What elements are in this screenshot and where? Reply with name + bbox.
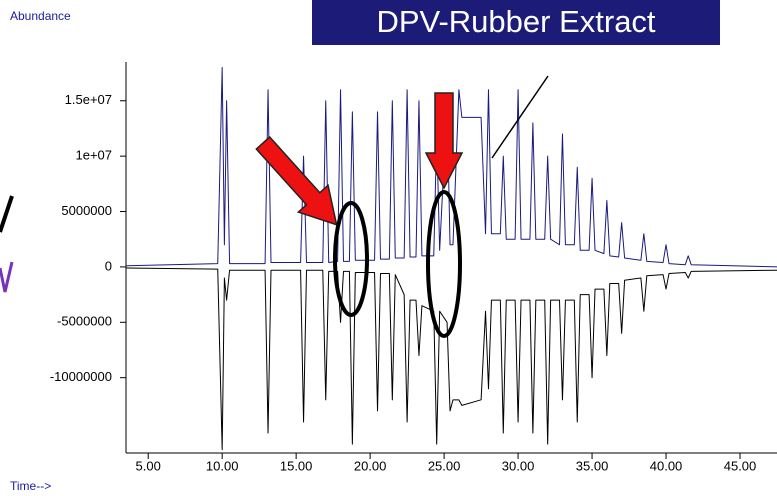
annotations xyxy=(0,75,549,338)
plot-area xyxy=(125,67,777,451)
y-tick-label: 1.5e+07 xyxy=(65,92,112,107)
arrow xyxy=(424,92,464,190)
y-tick-label: 1e+07 xyxy=(75,148,112,163)
x-tick-label: 5.00 xyxy=(136,458,161,473)
trace-line xyxy=(125,67,777,268)
y-axis-label: Abundance xyxy=(10,9,71,23)
y-tick-label: 0 xyxy=(105,258,112,273)
y-tick-label: 5000000 xyxy=(61,203,112,218)
chart-title: DPV-Rubber Extract xyxy=(376,4,655,39)
arrow xyxy=(255,135,338,226)
highlight-ellipse xyxy=(426,190,462,338)
x-tick-label: 30.00 xyxy=(502,458,535,473)
x-tick-label: 10.00 xyxy=(206,458,239,473)
x-tick-label: 20.00 xyxy=(354,458,387,473)
pointer-line xyxy=(491,75,549,159)
x-tick-label: 25.00 xyxy=(428,458,461,473)
x-tick-label: 40.00 xyxy=(650,458,683,473)
trace-line xyxy=(125,267,777,451)
edge-line xyxy=(0,195,14,233)
x-tick-label: 45.00 xyxy=(724,458,757,473)
title-box xyxy=(312,0,720,45)
x-axis-label: Time--> xyxy=(10,479,51,493)
y-tick-label: -10000000 xyxy=(50,369,112,384)
edge-mark xyxy=(0,261,14,293)
y-tick-label: -5000000 xyxy=(57,314,112,329)
highlight-ellipse xyxy=(333,201,369,317)
x-tick-label: 35.00 xyxy=(576,458,609,473)
x-tick-label: 15.00 xyxy=(280,458,313,473)
